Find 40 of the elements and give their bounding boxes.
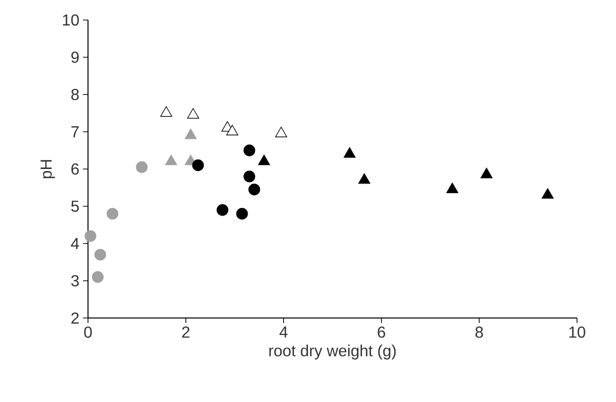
y-tick-label: 2 bbox=[71, 312, 79, 324]
point bbox=[160, 106, 172, 117]
x-tick-label: 0 bbox=[84, 326, 92, 338]
point bbox=[236, 208, 248, 220]
point bbox=[358, 173, 370, 184]
x-tick-label: 6 bbox=[378, 326, 386, 338]
y-tick-label: 7 bbox=[71, 126, 79, 138]
y-tick-label: 5 bbox=[71, 200, 79, 212]
y-tick-label: 6 bbox=[71, 163, 79, 175]
y-tick-label: 10 bbox=[62, 14, 79, 26]
y-tick-label: 9 bbox=[71, 52, 79, 63]
point bbox=[480, 168, 493, 178]
x-tick-label: 8 bbox=[475, 326, 483, 338]
point bbox=[187, 108, 200, 119]
x-axis-title: root dry weight (g) bbox=[269, 344, 396, 360]
y-tick-label: 4 bbox=[70, 238, 80, 249]
point bbox=[275, 126, 288, 138]
y-tick-label: 3 bbox=[71, 275, 79, 286]
point bbox=[226, 124, 238, 136]
x-tick-label: 4 bbox=[280, 326, 288, 338]
point bbox=[258, 154, 270, 166]
point bbox=[192, 159, 204, 172]
x-tick-label: 10 bbox=[569, 326, 586, 338]
point bbox=[84, 230, 96, 242]
point bbox=[106, 208, 118, 220]
point bbox=[216, 204, 228, 216]
x-tick-label: 2 bbox=[182, 326, 190, 338]
point bbox=[165, 154, 178, 166]
point bbox=[446, 182, 458, 194]
point bbox=[92, 271, 104, 283]
y-axis-title: pH bbox=[40, 160, 55, 178]
point bbox=[244, 170, 256, 182]
point bbox=[248, 184, 260, 196]
point bbox=[184, 128, 197, 140]
point bbox=[344, 147, 356, 158]
y-tick-label: 8 bbox=[71, 88, 79, 100]
point bbox=[542, 188, 554, 199]
point bbox=[136, 161, 148, 173]
point bbox=[94, 248, 106, 261]
point bbox=[244, 144, 256, 156]
